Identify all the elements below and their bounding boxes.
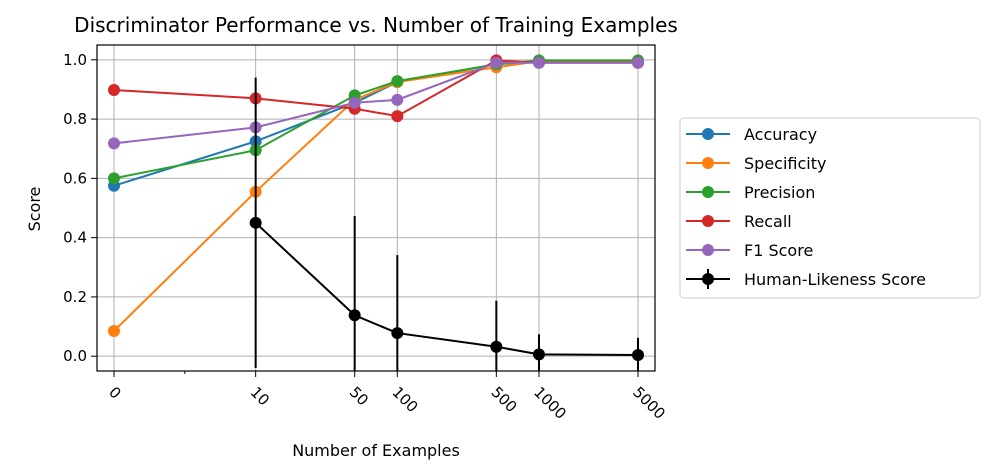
- y-tick-label: 0.4: [63, 229, 87, 247]
- legend-label: Human-Likeness Score: [744, 270, 926, 289]
- error-series-point: [532, 348, 545, 361]
- legend-box: [679, 117, 981, 299]
- error-series-point: [632, 348, 645, 361]
- chart-title: Discriminator Performance vs. Number of …: [74, 13, 678, 37]
- legend: Accuracy Specificity Precision Recall F1 Sco…: [679, 117, 981, 299]
- axis-ticks: 0 10 50 100 500 1000 5000 0.0 0.2 0.4 0.6 0.8 1.0: [63, 51, 669, 423]
- x-tick-label: 50: [346, 383, 372, 409]
- x-tick-label: 500: [488, 383, 521, 416]
- legend-marker: [702, 157, 714, 169]
- y-tick-label: 0.2: [63, 288, 87, 306]
- x-tick-label: 10: [247, 383, 273, 409]
- x-axis-label: Number of Examples: [292, 441, 460, 460]
- error-series-line: [254, 222, 639, 356]
- y-tick-label: 0.0: [63, 347, 87, 365]
- error-series-point: [391, 327, 404, 340]
- series-point: [391, 110, 404, 123]
- series-point: [391, 93, 404, 106]
- legend-marker: [702, 215, 714, 227]
- legend-label: Recall: [744, 212, 792, 231]
- series-point: [532, 56, 545, 69]
- series-point: [107, 137, 120, 150]
- series-point: [348, 96, 361, 109]
- legend-label: Specificity: [744, 154, 826, 173]
- legend-marker: [702, 244, 714, 256]
- legend-label: F1 Score: [744, 241, 813, 260]
- x-tick-label: 1000: [530, 383, 570, 423]
- y-tick-label: 1.0: [63, 51, 87, 69]
- series-point: [632, 56, 645, 69]
- legend-marker: [702, 128, 714, 140]
- series-line: [113, 61, 639, 145]
- series-point: [107, 324, 120, 337]
- series-line: [113, 60, 639, 187]
- x-tick-label: 0: [105, 383, 124, 402]
- y-tick-label: 0.6: [63, 169, 87, 187]
- series-point: [490, 56, 503, 69]
- series-point: [107, 172, 120, 185]
- legend-marker: [702, 186, 714, 198]
- error-series-point: [490, 340, 503, 353]
- plot-area: [107, 54, 645, 371]
- legend-label: Precision: [744, 183, 815, 202]
- error-series-point: [348, 309, 361, 322]
- legend-label: Accuracy: [744, 125, 817, 144]
- x-tick-label: 100: [388, 383, 421, 416]
- x-tick-label: 5000: [629, 383, 669, 423]
- legend-marker: [702, 273, 714, 285]
- error-series-point: [249, 216, 262, 229]
- series-point: [391, 75, 404, 88]
- y-axis-label: Score: [25, 187, 44, 232]
- plot-frame: [96, 44, 656, 372]
- y-tick-label: 0.8: [63, 110, 87, 128]
- series-point: [107, 84, 120, 97]
